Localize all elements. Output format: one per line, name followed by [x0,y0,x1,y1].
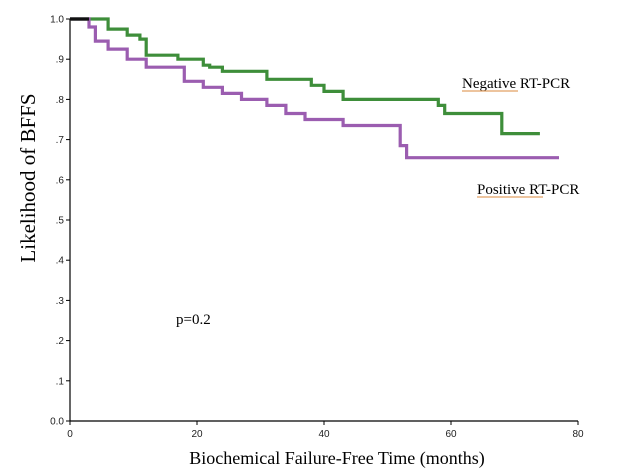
y-tick-label: .5 [56,216,65,227]
p-value-annotation: p=0.2 [176,312,211,328]
y-tick-label: .3 [56,296,65,307]
y-tick-label: .7 [56,135,65,146]
x-tick-label: 0 [67,429,73,440]
y-tick-label: .1 [56,376,65,387]
series-line-negative [70,17,540,136]
x-tick-label: 80 [572,429,584,440]
x-tick-label: 20 [191,429,203,440]
x-ticks: 0 20 40 60 80 [67,421,584,440]
y-tick-label: 1.0 [50,15,64,26]
y-tick-label: .4 [56,256,65,267]
y-ticks: 0.0 .1 .2 .3 .4 .5 .6 .7 .8 .9 1.0 [50,15,70,428]
series-layer [70,17,559,160]
y-tick-label: .2 [56,336,65,347]
y-tick-label: .8 [56,95,65,106]
x-axis-title: Biochemical Failure-Free Time (months) [189,448,484,469]
y-tick-label: .9 [56,55,65,66]
y-tick-label: .6 [56,175,65,186]
series-line-positive [70,17,559,160]
x-tick-label: 60 [445,429,457,440]
legend-label-positive: Positive RT-PCR [477,182,579,198]
x-tick-label: 40 [318,429,330,440]
y-axis-title: Likelihood of BFFS [16,93,40,262]
y-tick-label: 0.0 [50,417,64,428]
legend-label-negative: Negative RT-PCR [462,76,570,92]
